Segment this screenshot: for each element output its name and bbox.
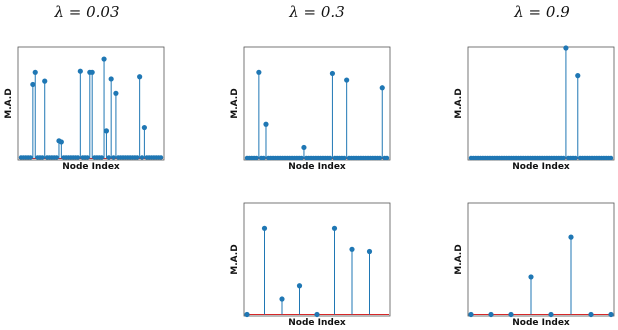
baseline-marker [106, 155, 111, 160]
stem-marker [244, 311, 250, 318]
stem-marker [508, 311, 514, 318]
stem-marker [141, 124, 147, 131]
y-axis-label: M.A.D [230, 88, 240, 118]
stem-marker [296, 283, 303, 289]
baseline-marker [111, 155, 116, 160]
baseline-marker [299, 155, 304, 161]
subplot-3: Node Index M.A.D [454, 45, 615, 172]
stem-marker [528, 274, 534, 280]
stem-marker [77, 68, 83, 74]
subplot-4: Node Index M.A.D [230, 202, 391, 328]
baseline-marker [85, 155, 90, 160]
stem-marker [137, 74, 143, 80]
stem-marker [314, 311, 320, 318]
subplot-5: Node Index M.A.D [454, 202, 615, 328]
stem-marker [101, 56, 107, 62]
column-title-3: λ = 0.9 [513, 3, 570, 21]
stem-marker [468, 311, 474, 318]
plot-frame [243, 202, 391, 317]
stem-marker [568, 234, 574, 240]
stem-marker [261, 225, 268, 231]
stem-marker [344, 77, 350, 83]
baseline-marker [384, 155, 390, 161]
stem-marker [349, 246, 355, 252]
stem-marker [103, 128, 110, 134]
x-axis-label: Node Index [288, 162, 346, 172]
stem-marker [108, 76, 114, 82]
y-axis-label: M.A.D [454, 88, 464, 118]
plot-frame [467, 46, 615, 161]
stem-marker [256, 69, 262, 75]
x-axis-label: Node Index [62, 162, 120, 172]
y-axis-label: M.A.D [230, 244, 240, 274]
stem-marker [366, 248, 373, 255]
stem-marker [331, 225, 338, 231]
plot-frame [17, 46, 165, 161]
baseline-marker [40, 155, 45, 160]
baseline-marker [99, 155, 104, 160]
stem-marker [89, 69, 95, 75]
stem-marker [608, 311, 614, 318]
stem-marker [279, 296, 285, 302]
stem-marker [113, 90, 119, 96]
baseline-marker [561, 155, 566, 161]
stem-marker [548, 311, 554, 318]
stem-marker [563, 45, 569, 51]
baseline-marker [158, 155, 164, 160]
column-titles: λ = 0.03 λ = 0.3 λ = 0.9 [53, 3, 570, 21]
subplot-2: Node Index M.A.D [230, 46, 391, 172]
stem-marker [301, 144, 307, 151]
plot-frame [243, 46, 391, 161]
baseline-marker [377, 155, 383, 161]
stem-marker [575, 73, 581, 79]
baseline-marker [54, 155, 59, 160]
y-axis-label: M.A.D [4, 88, 14, 118]
stem-marker [588, 311, 594, 318]
baseline-marker [608, 155, 614, 161]
baseline-marker [573, 155, 578, 161]
stem-marker [42, 78, 48, 84]
stem-marker [329, 70, 336, 77]
stem-marker [379, 85, 385, 91]
x-axis-label: Node Index [288, 318, 346, 328]
x-axis-label: Node Index [512, 162, 570, 172]
stem-marker [32, 69, 38, 75]
baseline-marker [28, 155, 33, 160]
column-title-1: λ = 0.03 [53, 3, 119, 21]
column-title-2: λ = 0.3 [288, 3, 344, 21]
baseline-marker [342, 155, 347, 161]
stem-marker [263, 121, 269, 127]
subplot-1: Node Index M.A.D [4, 46, 165, 172]
stem-marker [58, 139, 64, 145]
baseline-marker [75, 155, 81, 160]
x-axis-label: Node Index [512, 318, 570, 328]
stem-marker [30, 81, 36, 88]
baseline-marker [254, 155, 259, 161]
stem-marker [488, 311, 494, 318]
y-axis-label: M.A.D [454, 244, 464, 274]
baseline-marker [327, 155, 333, 161]
baseline-marker [139, 155, 145, 160]
baseline-marker [135, 155, 140, 160]
plot-frame [467, 202, 615, 317]
baseline-marker [261, 155, 266, 161]
